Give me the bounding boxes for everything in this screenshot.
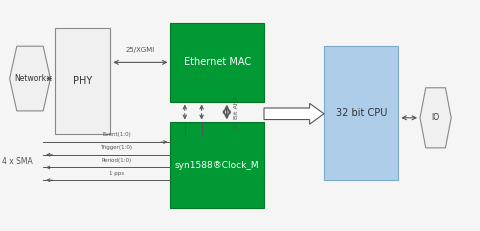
Text: 32 bit CPU: 32 bit CPU [336,108,387,118]
Bar [170,122,264,208]
Text: 32 Bit AHB: 32 Bit AHB [234,95,239,129]
Text: Event(1:0): Event(1:0) [102,132,131,137]
Bar [55,28,110,134]
Polygon shape [264,103,324,124]
Text: 4 x SMA: 4 x SMA [2,157,33,166]
Text: Trigger(1:0): Trigger(1:0) [100,145,132,150]
Polygon shape [10,46,50,111]
Text: IO: IO [432,113,440,122]
Polygon shape [420,88,451,148]
Text: Network: Network [14,74,46,83]
Text: 25/XGMI: 25/XGMI [126,47,155,53]
Bar [324,46,398,180]
Text: Ethernet MAC: Ethernet MAC [184,57,251,67]
Text: Period(1:0): Period(1:0) [101,158,132,163]
Text: 1 pps: 1 pps [109,170,124,176]
Text: PHY: PHY [73,76,93,86]
Text: syn1588®Clock_M: syn1588®Clock_M [175,161,260,170]
Bar [170,23,264,102]
